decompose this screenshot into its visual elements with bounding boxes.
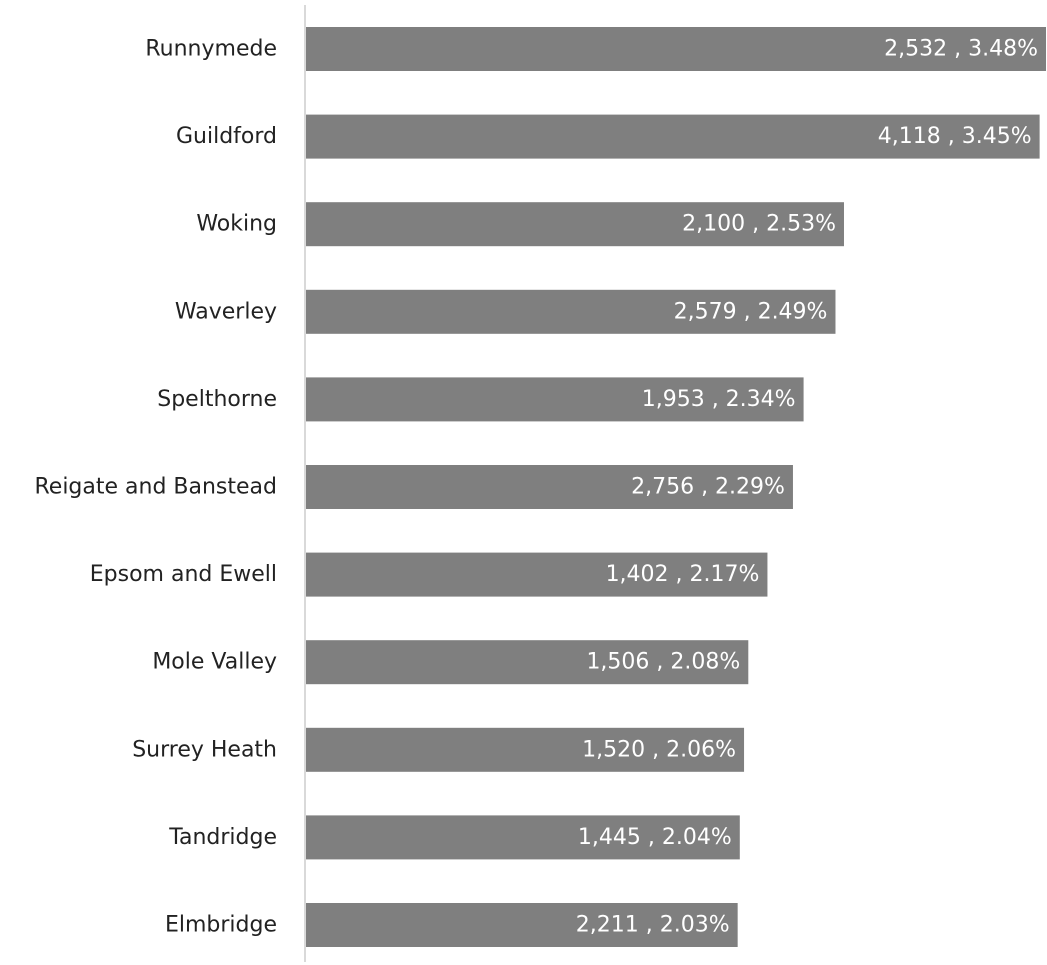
data-label-5: 2,756 , 2.29% — [631, 475, 785, 500]
bar-7 — [306, 640, 749, 685]
bar-1 — [306, 114, 1040, 159]
bar-4 — [306, 377, 804, 422]
bar-9 — [306, 815, 740, 860]
data-label-6: 1,402 , 2.17% — [606, 562, 760, 587]
bar-2 — [306, 202, 844, 247]
data-label-8: 1,520 , 2.06% — [582, 737, 736, 762]
category-label-2: Woking — [196, 212, 277, 237]
data-labels-group: 2,532 , 3.48% 4,118 , 3.45% 2,100 , 2.53% 2… — [576, 37, 1038, 938]
data-label-2: 2,100 , 2.53% — [682, 212, 836, 237]
category-label-10: Elmbridge — [165, 913, 277, 938]
bar-8 — [306, 727, 745, 772]
bar-3 — [306, 289, 836, 334]
category-label-9: Tandridge — [168, 825, 277, 850]
category-label-0: Runnymede — [145, 37, 277, 62]
data-label-7: 1,506 , 2.08% — [586, 650, 740, 675]
category-label-3: Waverley — [175, 299, 277, 324]
category-label-8: Surrey Heath — [132, 737, 277, 762]
bar-5 — [306, 465, 793, 509]
category-label-6: Epsom and Ewell — [90, 562, 277, 587]
data-label-9: 1,445 , 2.04% — [578, 825, 732, 850]
bar-0 — [306, 27, 1046, 71]
data-label-4: 1,953 , 2.34% — [642, 387, 796, 412]
category-label-4: Spelthorne — [157, 387, 277, 412]
category-label-7: Mole Valley — [152, 650, 277, 675]
data-label-1: 4,118 , 3.45% — [878, 124, 1032, 149]
category-label-1: Guildford — [176, 124, 277, 149]
bar-10 — [306, 903, 738, 947]
bar-6 — [306, 552, 768, 597]
bars-group — [306, 27, 1046, 947]
data-label-10: 2,211 , 2.03% — [576, 913, 730, 938]
category-label-5: Reigate and Banstead — [34, 475, 277, 500]
data-label-0: 2,532 , 3.48% — [884, 37, 1038, 62]
category-labels-group: Runnymede Guildford Woking Waverley Spelthor… — [34, 37, 277, 938]
data-label-3: 2,579 , 2.49% — [674, 299, 828, 324]
